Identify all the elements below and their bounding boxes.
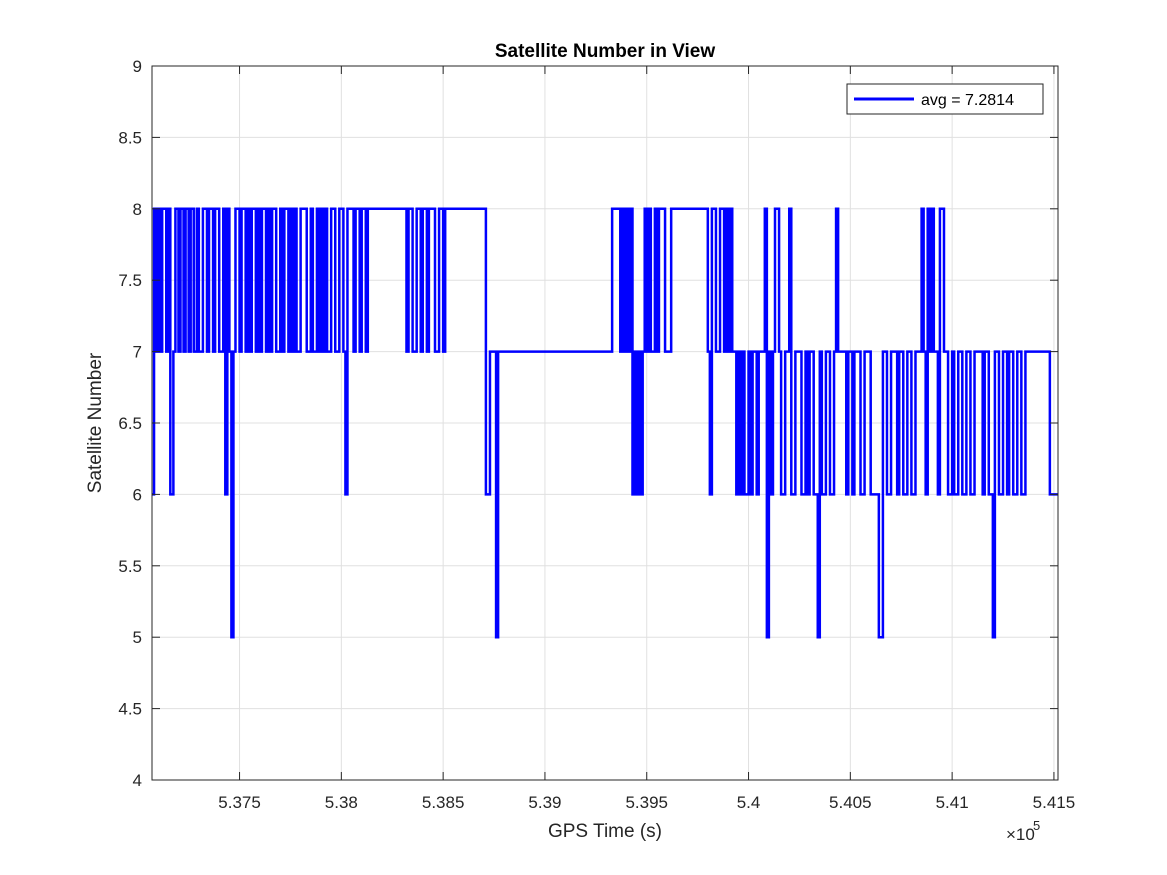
y-tick-label: 7.5: [118, 271, 142, 290]
y-tick-label: 5.5: [118, 557, 142, 576]
x-tick-label: 5.375: [218, 793, 261, 812]
legend-label: avg = 7.2814: [921, 92, 1014, 109]
x-tick-label: 5.41: [936, 793, 969, 812]
y-tick-label: 4.5: [118, 700, 142, 719]
y-tick-label: 4: [133, 771, 142, 790]
y-tick-label: 6: [133, 485, 142, 504]
x-scale-multiplier: ×10: [1006, 825, 1035, 844]
y-tick-label: 5: [133, 628, 142, 647]
series-line: [152, 207, 1058, 639]
x-tick-label: 5.415: [1033, 793, 1076, 812]
x-tick-label: 5.38: [325, 793, 358, 812]
series-group: [152, 207, 1058, 639]
plot-area: 5.375 5.38 5.385 5.39 5.395 5.4 5.405 5.41 5.415…: [118, 57, 1075, 812]
y-tick-label: 8.5: [118, 128, 142, 147]
x-tick-label: 5.385: [422, 793, 465, 812]
x-axis-label: GPS Time (s): [548, 821, 662, 842]
y-tick-label: 9: [133, 57, 142, 76]
x-scale-exponent-value: 5: [1033, 818, 1040, 833]
y-tick-label: 7: [133, 343, 142, 362]
x-tick-label: 5.405: [829, 793, 872, 812]
y-tick-label: 8: [133, 200, 142, 219]
x-tick-label: 5.39: [528, 793, 561, 812]
x-scale-exponent: ×10 5: [1006, 818, 1040, 844]
y-tick-label: 6.5: [118, 414, 142, 433]
legend: avg = 7.2814: [846, 83, 1044, 115]
x-tick-label: 5.395: [625, 793, 668, 812]
x-tick-label: 5.4: [737, 793, 761, 812]
y-ticks: 4 4.5 5 5.5 6 6.5 7 7.5 8 8.5 9: [118, 57, 1058, 790]
x-ticks: 5.375 5.38 5.385 5.39 5.395 5.4 5.405 5.41 5.415: [218, 66, 1075, 812]
y-axis-label: Satellite Number: [85, 352, 106, 493]
chart-title: Satellite Number in View: [495, 41, 716, 62]
